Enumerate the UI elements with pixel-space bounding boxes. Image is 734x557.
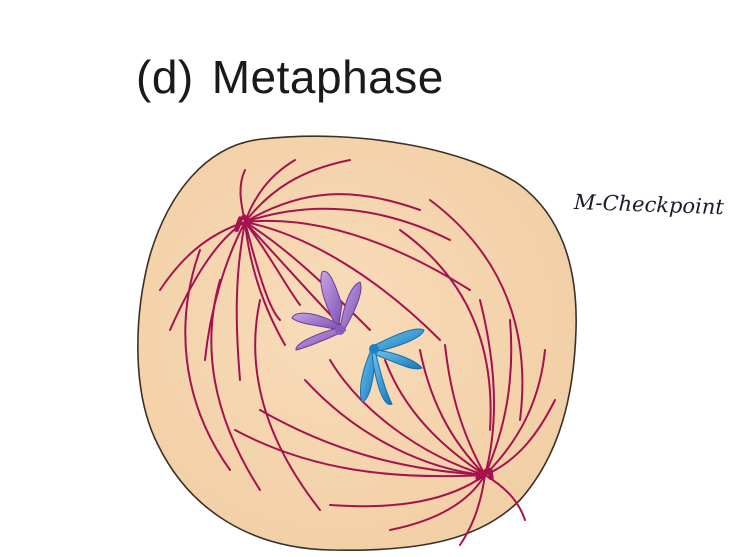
panel-label: (d) bbox=[136, 51, 194, 103]
spindle-pole-bottom-icon bbox=[475, 467, 494, 481]
phase-name: Metaphase bbox=[211, 51, 444, 103]
diagram-title: (d) Metaphase bbox=[136, 50, 444, 104]
chromosome-blue-icon bbox=[359, 328, 425, 405]
chromosome-purple-icon bbox=[291, 270, 362, 351]
spindle-pole-top-icon bbox=[233, 214, 252, 232]
